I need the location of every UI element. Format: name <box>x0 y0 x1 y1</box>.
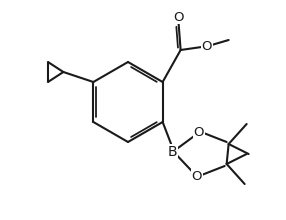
Text: O: O <box>191 169 202 183</box>
Text: B: B <box>168 145 177 159</box>
Text: O: O <box>193 125 204 139</box>
Text: O: O <box>201 40 212 53</box>
Text: O: O <box>173 11 184 24</box>
